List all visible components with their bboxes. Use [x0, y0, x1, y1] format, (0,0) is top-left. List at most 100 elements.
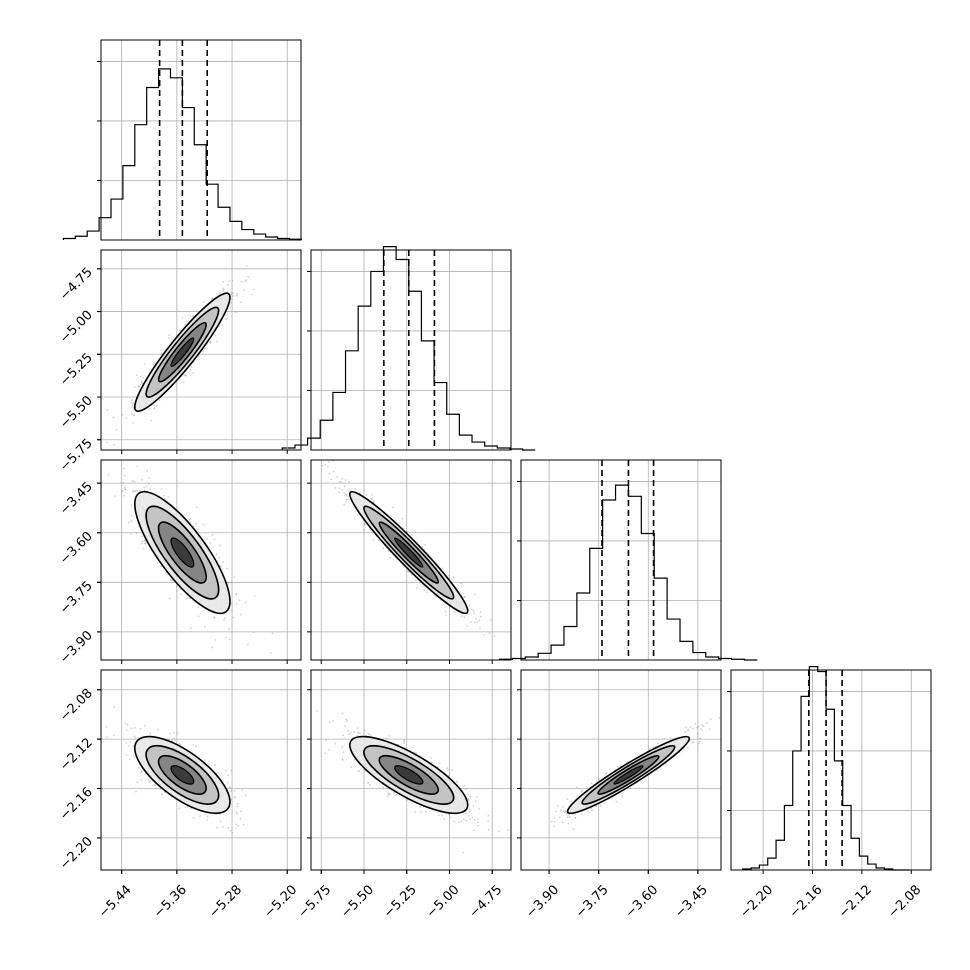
panel-frame	[100, 249, 302, 451]
sample-point	[147, 482, 150, 485]
sample-point	[235, 294, 238, 297]
sample-point	[154, 784, 157, 787]
sample-point	[124, 488, 127, 491]
sample-point	[330, 478, 333, 481]
sample-point	[341, 757, 344, 760]
panel-frame	[100, 39, 302, 241]
sample-point	[227, 774, 230, 777]
sample-point	[195, 506, 198, 509]
sample-point	[211, 646, 213, 649]
sample-point	[367, 782, 370, 784]
sample-point	[179, 593, 182, 596]
sample-point	[133, 490, 136, 493]
sample-point	[105, 736, 108, 739]
sample-point	[243, 289, 246, 292]
sample-point	[410, 574, 413, 576]
sample-point	[407, 570, 409, 573]
sample-point	[242, 823, 245, 826]
sample-point	[271, 632, 274, 635]
sample-point	[456, 781, 459, 783]
sample-point	[445, 614, 447, 616]
sample-point	[133, 735, 136, 738]
sample-point	[140, 771, 143, 774]
sample-point	[209, 340, 212, 343]
sample-point	[244, 601, 247, 604]
sample-point	[341, 759, 344, 761]
sample-point	[145, 542, 147, 545]
sample-point	[203, 759, 206, 762]
sample-point	[269, 651, 272, 654]
sample-point	[566, 816, 569, 819]
sample-point	[386, 795, 389, 798]
sample-point	[155, 405, 158, 407]
sample-point	[148, 781, 151, 783]
sample-point	[393, 791, 395, 794]
sample-point	[464, 595, 467, 598]
sample-point	[475, 617, 478, 620]
sample-point	[211, 534, 214, 536]
sample-point	[334, 742, 337, 745]
sample-point	[468, 604, 471, 606]
sample-point	[341, 746, 344, 748]
sample-point	[425, 810, 427, 813]
sample-point	[214, 334, 217, 337]
sample-point	[473, 612, 476, 614]
sample-point	[493, 635, 496, 638]
sample-point	[206, 815, 209, 818]
sample-point	[137, 385, 140, 388]
sample-point	[686, 746, 689, 749]
sample-point	[131, 404, 134, 407]
sample-point	[229, 829, 232, 832]
sample-point	[382, 547, 385, 549]
sample-point	[153, 404, 156, 407]
sample-point	[139, 727, 142, 730]
sample-point	[170, 579, 172, 581]
scatter-panel	[517, 669, 726, 874]
sample-point	[192, 314, 195, 317]
sample-point	[356, 727, 359, 730]
sample-point	[345, 498, 348, 501]
sample-point	[388, 556, 391, 559]
sample-point	[724, 720, 726, 722]
sample-point	[472, 804, 475, 807]
sample-point	[209, 542, 212, 544]
sample-point	[229, 786, 231, 788]
sample-point	[98, 443, 100, 445]
sample-point	[472, 609, 475, 612]
sample-point	[414, 531, 417, 533]
sample-point	[234, 796, 236, 798]
sample-point	[175, 590, 178, 592]
sample-point	[415, 586, 418, 589]
sample-point	[464, 812, 467, 815]
sample-point	[477, 807, 480, 810]
sample-point	[387, 792, 390, 795]
sample-point	[251, 293, 254, 296]
sample-point	[164, 497, 166, 500]
sample-point	[449, 816, 452, 819]
sample-point	[122, 481, 124, 484]
sample-point	[424, 543, 427, 546]
density-contour	[394, 537, 424, 568]
sample-point	[476, 818, 479, 820]
sample-point	[227, 284, 229, 286]
sample-point	[443, 818, 446, 820]
sample-point	[473, 621, 476, 624]
sample-point	[178, 807, 181, 810]
sample-point	[139, 375, 142, 378]
sample-point	[168, 597, 171, 600]
sample-point	[324, 464, 327, 466]
sample-point	[231, 609, 233, 612]
sample-point	[160, 351, 163, 354]
sample-point	[216, 826, 219, 829]
sample-point	[112, 734, 115, 737]
sample-point	[444, 610, 447, 613]
sample-point	[252, 288, 255, 291]
sample-point	[236, 805, 239, 808]
sample-point	[130, 533, 132, 536]
sample-point	[160, 565, 163, 568]
histogram-panel	[727, 666, 932, 871]
sample-point	[133, 726, 136, 729]
sample-point	[147, 779, 150, 782]
sample-point	[130, 727, 133, 730]
